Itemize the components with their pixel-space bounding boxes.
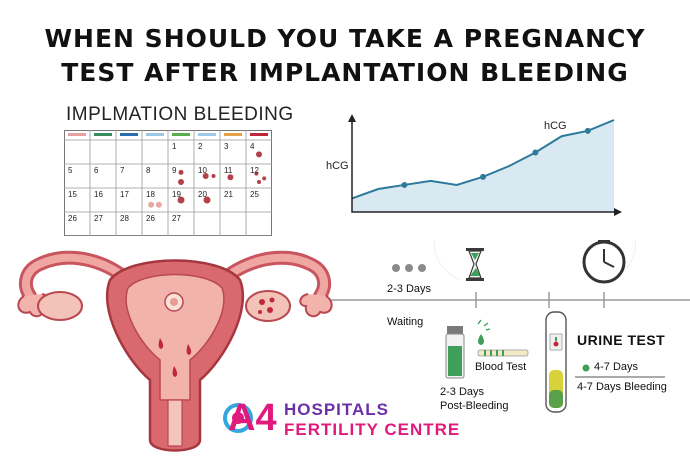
page-title-line-1: WHEN SHOULD YOU TAKE A PREGNANCY	[44, 24, 646, 53]
hcg-point	[532, 149, 539, 156]
calendar-day-number: 26	[68, 214, 77, 223]
spotting-dot	[178, 169, 184, 175]
hcg-x-arrow	[614, 208, 622, 216]
spotting-dot	[178, 179, 184, 185]
calendar-header-swatch	[68, 133, 86, 136]
calendar: 1 2 3 4 5 6 7 8 9 10 11 12 15 16 17 18 19 20 21 25 26 27 28 26 2…	[64, 130, 272, 236]
urine-test-title: URINE TEST	[577, 332, 666, 348]
brand-line-2: FERTILITY CENTRE	[284, 420, 461, 439]
calendar-day-number: 26	[146, 214, 155, 223]
calendar-day-number: 12	[250, 166, 259, 175]
urine-test-note: 4-7 Days Bleeding	[577, 381, 667, 393]
calendar-day-number: 25	[250, 190, 259, 199]
calendar-day-number: 8	[146, 166, 151, 175]
timeline-graphics	[17, 240, 690, 452]
calendar-day-number: 2	[198, 142, 203, 151]
hcg-point	[480, 173, 486, 180]
spotting-dot	[227, 174, 234, 181]
calendar-day-number: 27	[172, 214, 181, 223]
calendar-day-number: 6	[94, 166, 99, 175]
spotting-dot	[211, 174, 216, 178]
spotting-dot	[262, 176, 267, 181]
timeline-section: 2-3 Days Waiting Blood Test 2-3 Days Pos…	[0, 240, 690, 462]
calendar-day-number: 17	[120, 190, 129, 199]
hcg-y-label: hCG	[326, 160, 349, 172]
calendar-title: IMPLMATION BLEEDING	[66, 104, 294, 125]
calendar-day-number: 28	[120, 214, 129, 223]
calendar-day-number: 10	[198, 166, 207, 175]
calendar-day-number: 16	[94, 190, 103, 199]
brand-a4: A4	[228, 397, 277, 439]
calendar-day-number: 21	[224, 190, 233, 199]
clock-icon	[582, 240, 626, 284]
calendar-day-number: 11	[224, 166, 233, 175]
dots-icon	[392, 264, 426, 272]
calendar-header-swatch	[120, 133, 138, 136]
calendar-header-swatch	[250, 133, 268, 136]
calendar-grid	[64, 130, 272, 236]
blood-test-note: Post-Bleeding	[440, 400, 509, 412]
hcg-point	[584, 127, 591, 134]
urine-time-dot	[582, 364, 590, 372]
waiting-time: 2-3 Days	[387, 283, 432, 295]
spotting-dot	[256, 151, 262, 158]
urine-test-time: 4-7 Days	[594, 361, 639, 373]
calendar-header-swatch	[172, 133, 190, 136]
spotting-dot	[148, 201, 155, 208]
calendar-day-number: 9	[172, 166, 177, 175]
spotting-dot	[202, 173, 209, 179]
waiting-label: Waiting	[387, 316, 424, 328]
calendar-day-number: 1	[172, 142, 177, 151]
spotting-dot	[177, 196, 185, 204]
calendar-day-number: 15	[68, 190, 77, 199]
urine-test-icon	[545, 311, 567, 413]
spotting-dot	[254, 171, 259, 176]
calendar-day-number: 4	[250, 142, 255, 151]
hourglass-icon	[466, 248, 484, 281]
calendar-header-swatch	[224, 133, 242, 136]
hcg-chart: hCG hCG	[322, 110, 622, 230]
hcg-axes	[351, 116, 618, 213]
hcg-area	[352, 120, 614, 212]
calendar-day-number: 3	[224, 142, 229, 151]
hcg-y-arrow	[348, 114, 356, 122]
hcg-line-label: hCG	[544, 120, 567, 132]
spotting-dot	[257, 180, 261, 184]
hcg-chart-plot	[348, 114, 622, 216]
spotting-dot	[155, 201, 162, 208]
blood-test-time: 2-3 Days	[440, 386, 485, 398]
test-strip-icon	[477, 319, 529, 357]
hcg-point	[401, 181, 408, 188]
calendar-day-number: 7	[120, 166, 125, 175]
uterus-illustration	[17, 250, 333, 452]
calendar-day-number: 20	[198, 190, 207, 199]
calendar-day-number: 19	[172, 190, 181, 199]
spotting-dot	[203, 196, 211, 204]
brand-line-1: HOSPITALS	[284, 400, 390, 419]
calendar-day-number: 27	[94, 214, 103, 223]
calendar-header-swatch	[198, 133, 216, 136]
logo-icon	[223, 403, 253, 433]
test-tube-icon	[445, 326, 465, 379]
calendar-header-swatch	[146, 133, 164, 136]
blood-test-label: Blood Test	[475, 361, 527, 373]
calendar-day-number: 18	[146, 190, 155, 199]
page-title-line-2: TEST AFTER IMPLANTATION BLEEDING	[61, 58, 629, 87]
calendar-day-number: 5	[68, 166, 73, 175]
calendar-header-swatch	[94, 133, 112, 136]
